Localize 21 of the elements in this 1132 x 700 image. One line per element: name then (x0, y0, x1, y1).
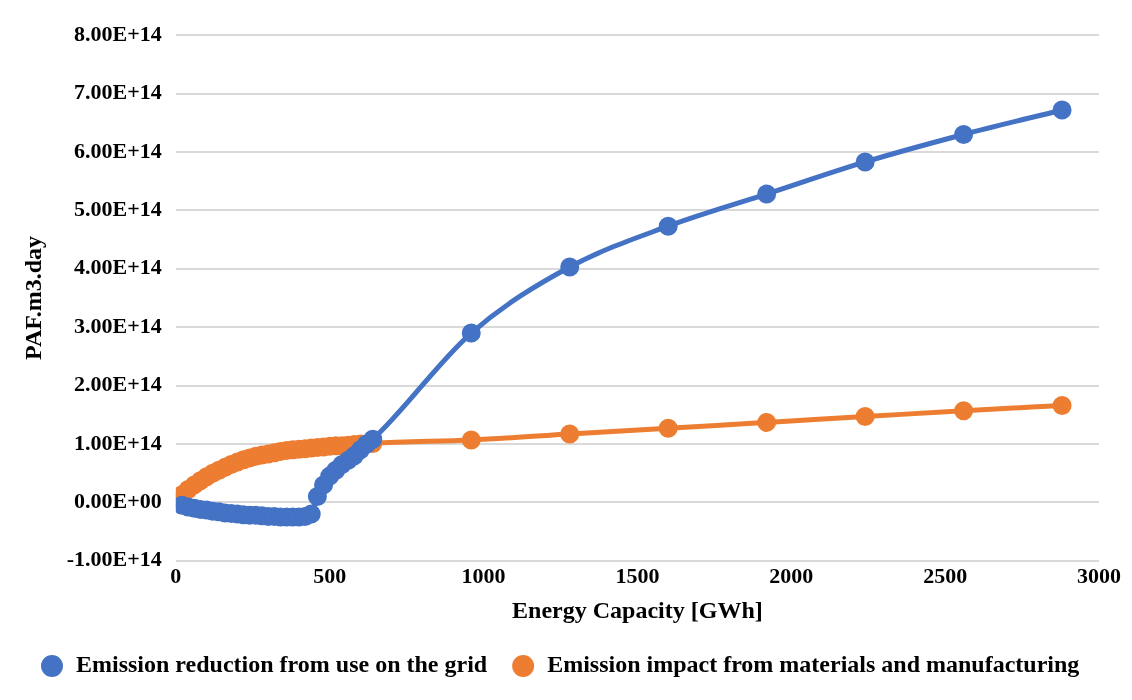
x-axis-title: Energy Capacity [GWh] (512, 596, 763, 623)
legend-label: Emission impact from materials and manufacturing (547, 651, 1080, 678)
x-tick-label: 500 (313, 562, 347, 588)
y-tick-label: 0.00E+00 (74, 488, 162, 514)
x-tick-label: 3000 (1077, 562, 1121, 588)
y-tick-label: 3.00E+14 (74, 312, 162, 338)
x-tick-label: 1000 (461, 562, 506, 588)
y-tick-label: 4.00E+14 (74, 254, 162, 280)
y-tick-label: -1.00E+14 (66, 546, 162, 572)
y-tick-label: 1.00E+14 (74, 429, 162, 455)
x-tick-label: 2000 (769, 562, 814, 588)
y-tick-label: 6.00E+14 (74, 137, 162, 163)
x-tick-label: 1500 (615, 562, 660, 588)
y-tick-label: 2.00E+14 (74, 371, 162, 397)
y-axis-title: PAF.m3.day (19, 235, 46, 361)
y-tick-label: 7.00E+14 (74, 79, 162, 105)
x-tick-label: 0 (170, 562, 182, 588)
legend-label: Emission reduction from use on the grid (76, 651, 488, 678)
y-tick-label: 8.00E+14 (74, 20, 162, 46)
x-tick-label: 2500 (923, 562, 968, 588)
y-tick-label: 5.00E+14 (74, 196, 162, 222)
